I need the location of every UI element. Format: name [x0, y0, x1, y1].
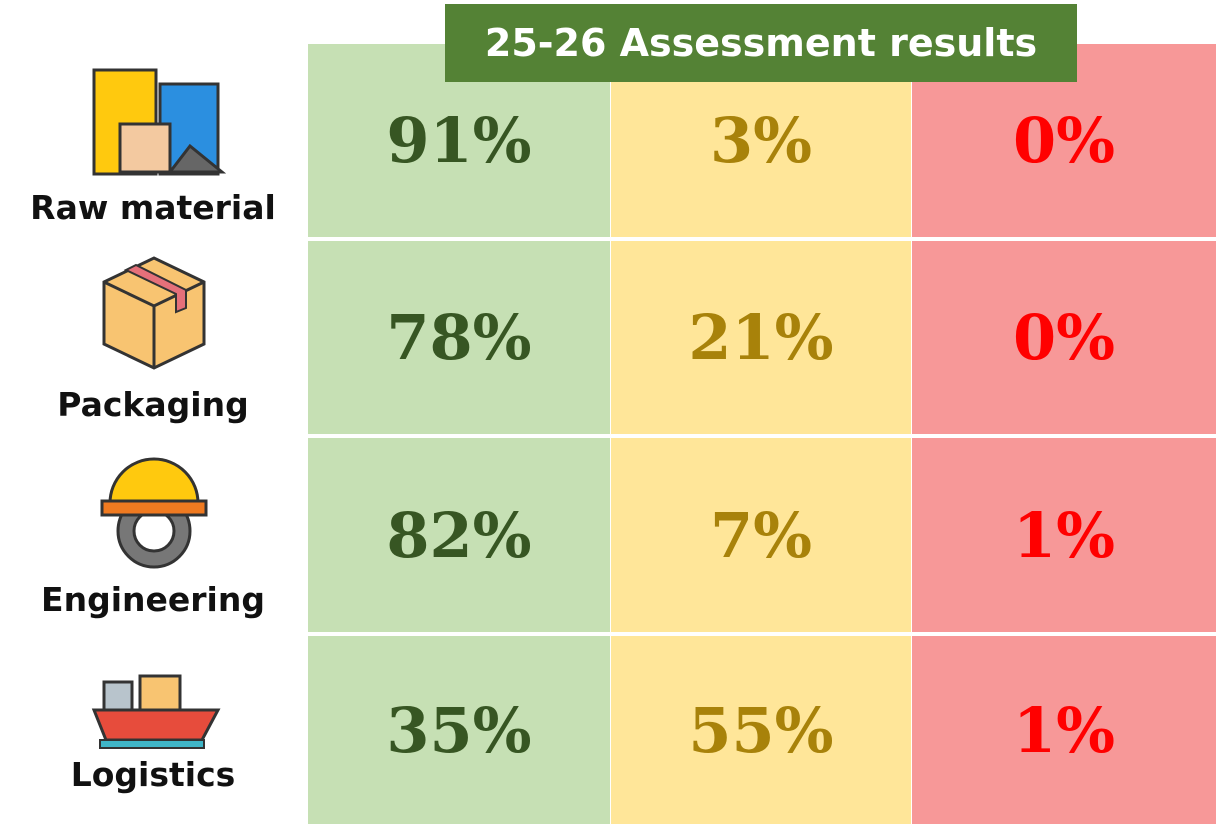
result-cell: 1%: [912, 636, 1216, 824]
logistics-icon: [91, 674, 221, 749]
row-label: Packaging: [57, 385, 249, 424]
result-cell: 7%: [611, 438, 911, 632]
row-label: Raw material: [30, 188, 276, 227]
result-cell: 1%: [912, 438, 1216, 632]
result-cell: 35%: [308, 636, 610, 824]
result-cell: 55%: [611, 636, 911, 824]
row-label: Engineering: [41, 580, 265, 619]
engineering-icon: [100, 457, 208, 569]
title: 25-26 Assessment results: [445, 4, 1077, 82]
result-cell: 21%: [611, 241, 911, 434]
row-label: Logistics: [70, 755, 236, 794]
raw-material-icon: [92, 68, 226, 176]
result-cell: 78%: [308, 241, 610, 434]
result-cell: 82%: [308, 438, 610, 632]
packaging-icon: [102, 256, 206, 370]
result-cell: 0%: [912, 241, 1216, 434]
